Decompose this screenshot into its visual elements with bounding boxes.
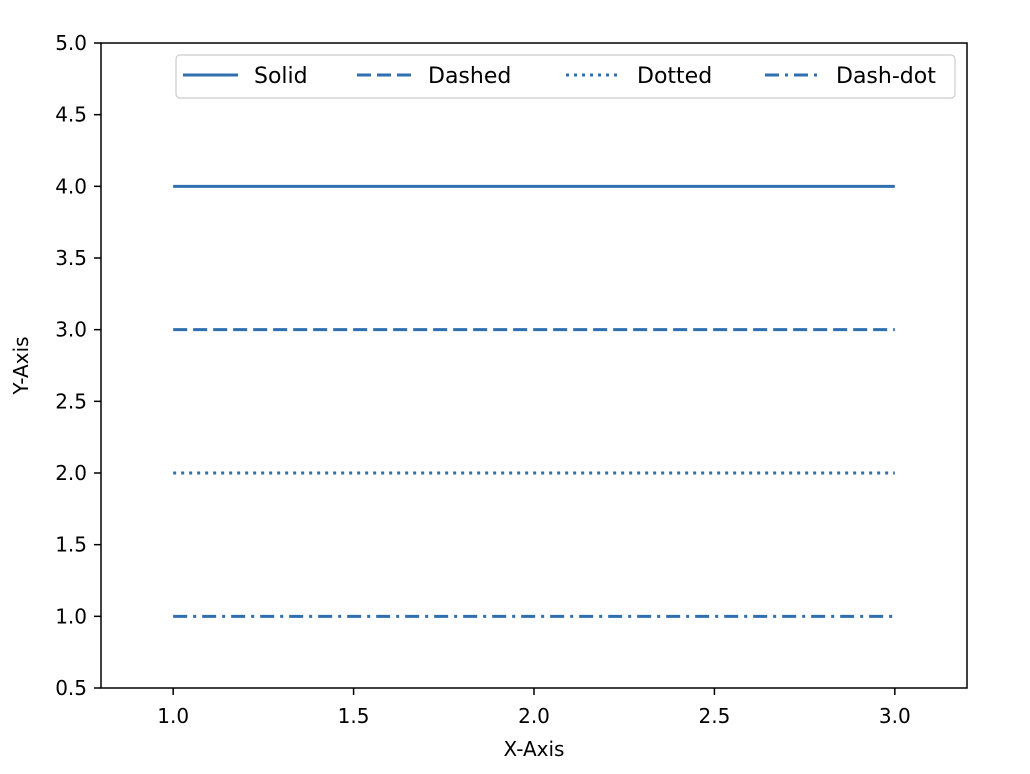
x-tick-label: 2.5 xyxy=(699,704,731,728)
series-layer xyxy=(173,184,895,618)
y-tick-label: 5.0 xyxy=(55,31,87,55)
y-tick-label: 4.0 xyxy=(55,174,87,198)
y-tick-label: 4.5 xyxy=(55,103,87,127)
y-tick-label: 2.0 xyxy=(55,461,87,485)
y-tick-label: 1.0 xyxy=(55,604,87,628)
y-tick-label: 1.5 xyxy=(55,533,87,557)
y-tick-label: 3.5 xyxy=(55,246,87,270)
legend-label-solid: Solid xyxy=(254,64,308,89)
y-axis: 0.5 1.0 1.5 2.0 2.5 3.0 3.5 4.0 4.5 5.0 xyxy=(55,31,101,700)
legend-box xyxy=(175,54,956,99)
plot-area-frame xyxy=(100,42,968,689)
x-axis-title: X-Axis xyxy=(504,737,565,761)
legend-label-dash-dot: Dash-dot xyxy=(836,64,936,89)
x-tick-label: 2.0 xyxy=(518,704,550,728)
legend-label-dashed: Dashed xyxy=(428,64,511,89)
y-tick-label: 2.5 xyxy=(55,389,87,413)
y-axis-title: Y-Axis xyxy=(9,336,33,395)
x-tick-label: 1.0 xyxy=(157,704,189,728)
x-tick-label: 1.5 xyxy=(338,704,370,728)
legend-label-dotted: Dotted xyxy=(637,64,712,89)
y-tick-label: 0.5 xyxy=(55,676,87,700)
legend: Solid Dashed Dotted Dash-dot xyxy=(175,54,956,99)
x-axis: 1.0 1.5 2.0 2.5 3.0 xyxy=(157,688,911,728)
y-tick-label: 3.0 xyxy=(55,318,87,342)
x-tick-label: 3.0 xyxy=(879,704,911,728)
